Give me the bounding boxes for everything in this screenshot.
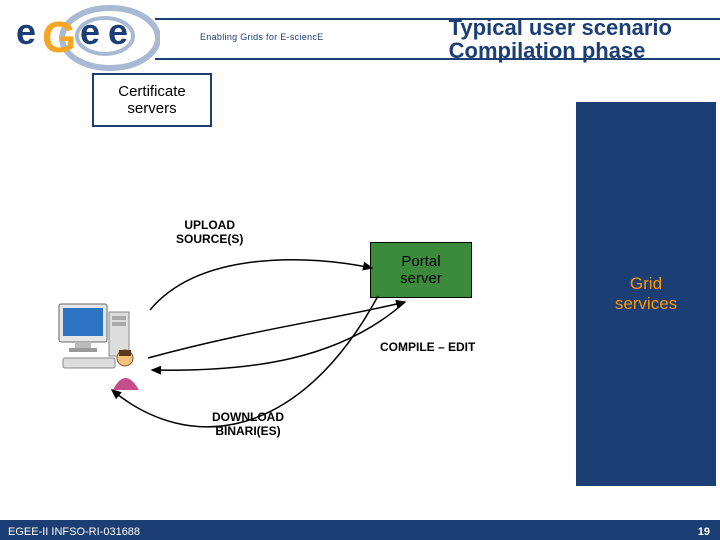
title-line2: Compilation phase	[449, 38, 646, 63]
arrow-compile2	[152, 302, 405, 370]
download-binaries-label: DOWNLOADBINARI(ES)	[212, 410, 284, 438]
compile-edit-label: COMPILE – EDIT	[380, 340, 475, 354]
certificate-servers-box: Certificateservers	[92, 73, 212, 127]
title-line1: Typical user scenario	[449, 15, 672, 40]
arrow-download	[112, 296, 378, 427]
egee-logo: e G e e	[10, 2, 160, 80]
upload-sources-label: UPLOADSOURCE(S)	[176, 218, 243, 246]
portal-server-box: Portalserver	[370, 242, 472, 298]
logo-letter-g: G	[42, 13, 76, 62]
workstation-icon	[55, 300, 145, 390]
logo-letter-e2: e	[80, 11, 100, 52]
arrow-upload	[150, 260, 372, 310]
slide-title: Typical user scenario Compilation phase	[449, 16, 672, 62]
slide: e G e e Typical user scenario Compilatio…	[0, 0, 720, 540]
tagline: Enabling Grids for E-sciencE	[200, 32, 323, 42]
grid-services-box: Gridservices	[576, 102, 716, 486]
slide-number: 19	[698, 526, 710, 538]
footer-text: EGEE-II INFSO-RI-031688	[8, 526, 140, 538]
logo-letter-e1: e	[16, 11, 36, 52]
logo-letter-e3: e	[108, 11, 128, 52]
arrow-compile1	[148, 302, 405, 358]
